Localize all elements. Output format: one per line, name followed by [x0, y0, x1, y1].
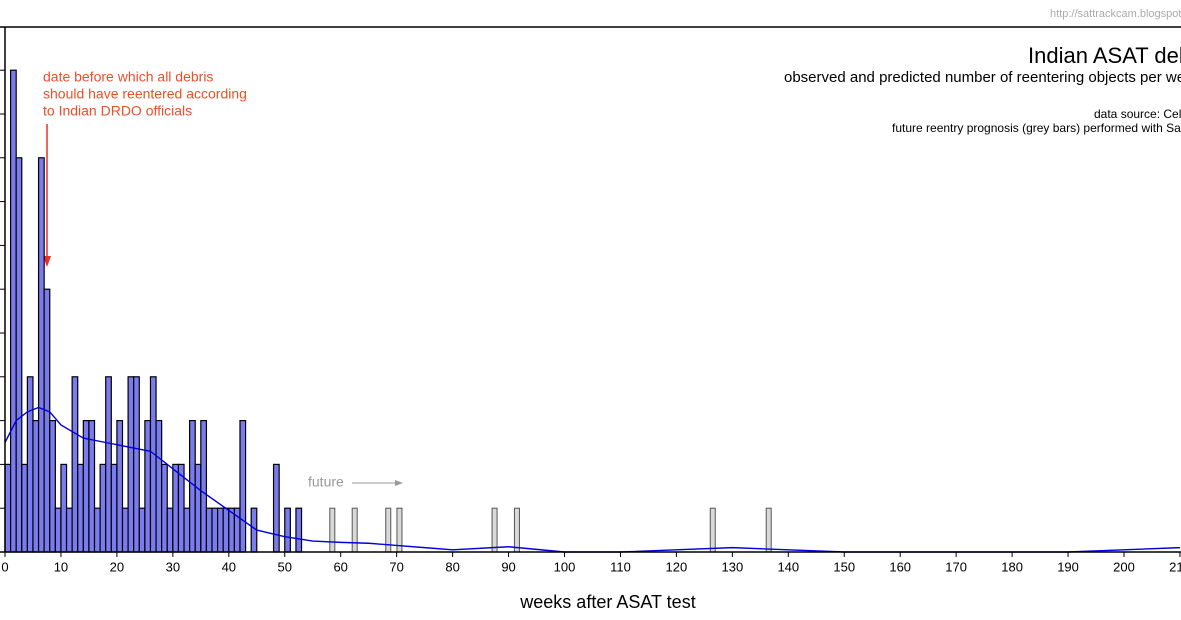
x-tick-label: 110: [610, 559, 631, 574]
bar: [54, 507, 62, 553]
x-tick-label: 140: [777, 559, 799, 574]
bar: [161, 463, 168, 553]
bar: [43, 288, 51, 553]
bar: [32, 420, 40, 553]
x-tick-label: 80: [445, 559, 459, 574]
x-tick-label: 150: [833, 559, 855, 574]
bar: [60, 463, 68, 553]
density-curve: [4, 406, 1180, 553]
bar: [239, 420, 247, 553]
forecast-bar: [765, 507, 772, 553]
x-tick-label: 190: [1057, 559, 1079, 574]
bar: [15, 157, 23, 553]
bar: [138, 507, 146, 553]
bar: [155, 420, 163, 553]
bar: [82, 420, 90, 553]
bar: [77, 463, 84, 553]
bar: [172, 463, 180, 553]
future-arrowhead: [395, 480, 403, 486]
annotation-arrowhead: [43, 256, 51, 267]
bar: [183, 507, 191, 553]
x-tick-label: 130: [721, 559, 743, 574]
x-tick-label: 200: [1113, 559, 1135, 574]
x-tick-label: 40: [222, 559, 236, 574]
bar: [133, 376, 140, 553]
chart-title: Indian ASAT debris: [1028, 43, 1181, 68]
bar: [99, 463, 107, 553]
x-tick-label: 90: [501, 559, 515, 574]
x-tick-label: 160: [889, 559, 911, 574]
bar: [21, 463, 28, 553]
forecast-bar: [513, 507, 520, 553]
x-tick-label: 180: [1001, 559, 1023, 574]
x-axis-label: weeks after ASAT test: [519, 592, 695, 612]
bar: [222, 507, 230, 553]
bar: [4, 463, 12, 553]
bar: [26, 376, 34, 553]
bar: [211, 507, 219, 553]
bar: [93, 507, 101, 553]
bar: [105, 376, 112, 553]
bar: [228, 507, 235, 553]
x-tick-label: 0: [1, 559, 8, 574]
chart-subtitle: observed and predicted number of reenter…: [784, 69, 1181, 86]
forecast-bar: [351, 507, 358, 553]
x-tick-label: 120: [666, 559, 688, 574]
annotation-line: to Indian DRDO officials: [43, 103, 192, 119]
forecast-bar: [329, 507, 336, 553]
bar: [71, 376, 79, 553]
x-tick-label: 170: [945, 559, 967, 574]
bar: [121, 507, 129, 553]
bar: [166, 507, 174, 553]
future-label: future: [308, 474, 344, 490]
x-tick-label: 210: [1169, 559, 1181, 574]
bar: [65, 507, 73, 553]
bar: [272, 463, 280, 553]
bar: [149, 376, 157, 553]
bar: [49, 420, 56, 553]
data-source: data source: CelesTrak: [1094, 107, 1181, 121]
x-tick-label: 30: [166, 559, 180, 574]
forecast-bar: [709, 507, 716, 553]
bar: [9, 69, 17, 553]
annotation-line: should have reentered according: [43, 86, 247, 102]
bar: [217, 507, 224, 553]
bar: [200, 420, 208, 553]
x-tick-label: 20: [110, 559, 124, 574]
x-tick-label: 60: [333, 559, 347, 574]
bar: [116, 420, 124, 553]
x-tick-label: 100: [554, 559, 576, 574]
x-tick-label: 70: [389, 559, 403, 574]
bar: [37, 157, 45, 553]
source-url: http://sattrackcam.blogspot.com: [1050, 8, 1181, 20]
annotation-line: date before which all debris: [43, 69, 213, 85]
x-tick-label: 10: [54, 559, 68, 574]
prognosis-note: future reentry prognosis (grey bars) per…: [892, 121, 1181, 135]
bar: [110, 463, 118, 553]
x-tick-label: 50: [278, 559, 292, 574]
forecast-bar: [491, 507, 498, 553]
bar: [127, 376, 135, 553]
bar: [144, 420, 152, 553]
bar: [295, 507, 303, 553]
bar: [194, 463, 202, 553]
bar: [284, 507, 291, 553]
bar: [205, 507, 213, 553]
